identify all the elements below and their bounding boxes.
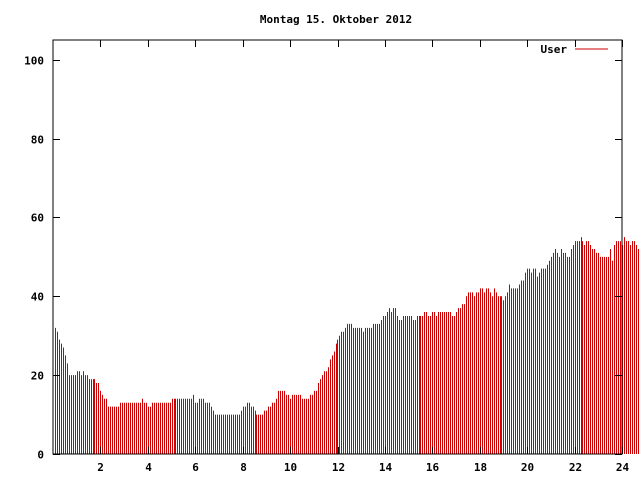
y-tick-label: 20 (31, 370, 44, 383)
y-tick-label: 60 (31, 212, 44, 225)
plot-frame (52, 39, 623, 455)
legend: User (541, 43, 608, 56)
x-tick-label: 22 (569, 461, 582, 474)
x-axis: 2 4 6 8 10 12 14 16 18 20 22 24 (97, 40, 629, 474)
x-tick-label: 4 (145, 461, 152, 474)
y-axis: 0 20 40 60 80 100 (24, 55, 622, 462)
x-tick-label: 16 (426, 461, 440, 474)
x-tick-label: 8 (240, 461, 247, 474)
legend-label-user: User (541, 43, 568, 56)
y-tick-label: 80 (31, 134, 44, 147)
x-tick-label: 18 (474, 461, 487, 474)
x-tick-label: 6 (192, 461, 199, 474)
y-tick-label: 100 (24, 55, 44, 68)
x-tick-label: 12 (332, 461, 345, 474)
y-tick-label: 0 (37, 449, 44, 462)
bar-series-user (55, 237, 639, 454)
x-tick-label: 10 (284, 461, 297, 474)
x-tick-label: 24 (616, 461, 630, 474)
chart-title: Montag 15. Oktober 2012 (260, 13, 412, 26)
y-tick-label: 40 (31, 291, 44, 304)
x-tick-label: 2 (97, 461, 104, 474)
x-tick-label: 14 (379, 461, 393, 474)
x-tick-label: 20 (521, 461, 534, 474)
